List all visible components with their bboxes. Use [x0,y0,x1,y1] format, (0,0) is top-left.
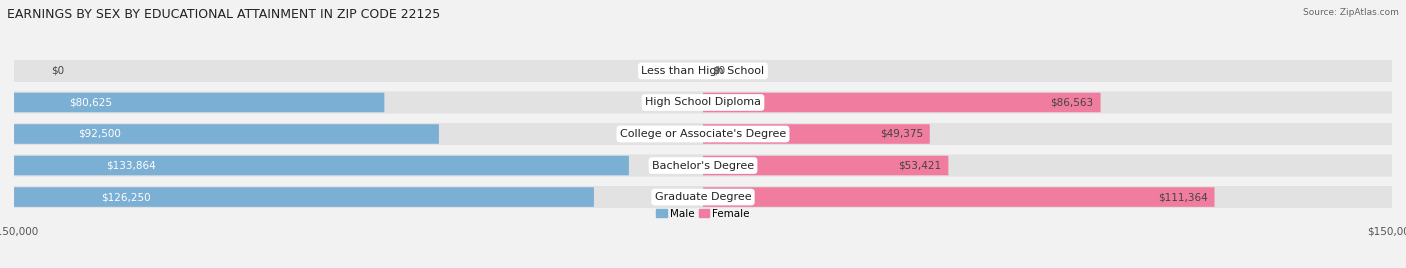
FancyBboxPatch shape [4,186,1402,208]
Text: EARNINGS BY SEX BY EDUCATIONAL ATTAINMENT IN ZIP CODE 22125: EARNINGS BY SEX BY EDUCATIONAL ATTAINMEN… [7,8,440,21]
Text: Bachelor's Degree: Bachelor's Degree [652,161,754,170]
Text: $111,364: $111,364 [1159,192,1208,202]
FancyBboxPatch shape [703,93,1101,112]
FancyBboxPatch shape [4,91,1402,114]
FancyBboxPatch shape [703,124,929,144]
Text: $133,864: $133,864 [107,161,156,170]
FancyBboxPatch shape [14,156,628,175]
Text: $86,563: $86,563 [1050,98,1094,107]
Text: Graduate Degree: Graduate Degree [655,192,751,202]
FancyBboxPatch shape [14,187,593,207]
FancyBboxPatch shape [4,60,1402,82]
Text: Source: ZipAtlas.com: Source: ZipAtlas.com [1303,8,1399,17]
Text: $92,500: $92,500 [77,129,121,139]
Text: $49,375: $49,375 [880,129,922,139]
FancyBboxPatch shape [14,124,439,144]
Text: $53,421: $53,421 [898,161,942,170]
FancyBboxPatch shape [14,93,384,112]
Legend: Male, Female: Male, Female [652,205,754,223]
Text: $0: $0 [51,66,63,76]
Text: $126,250: $126,250 [101,192,150,202]
FancyBboxPatch shape [703,187,1215,207]
Text: High School Diploma: High School Diploma [645,98,761,107]
FancyBboxPatch shape [4,123,1402,145]
Text: College or Associate's Degree: College or Associate's Degree [620,129,786,139]
Text: $0: $0 [713,66,725,76]
Text: $80,625: $80,625 [70,98,112,107]
FancyBboxPatch shape [4,154,1402,177]
FancyBboxPatch shape [703,156,949,175]
Text: Less than High School: Less than High School [641,66,765,76]
